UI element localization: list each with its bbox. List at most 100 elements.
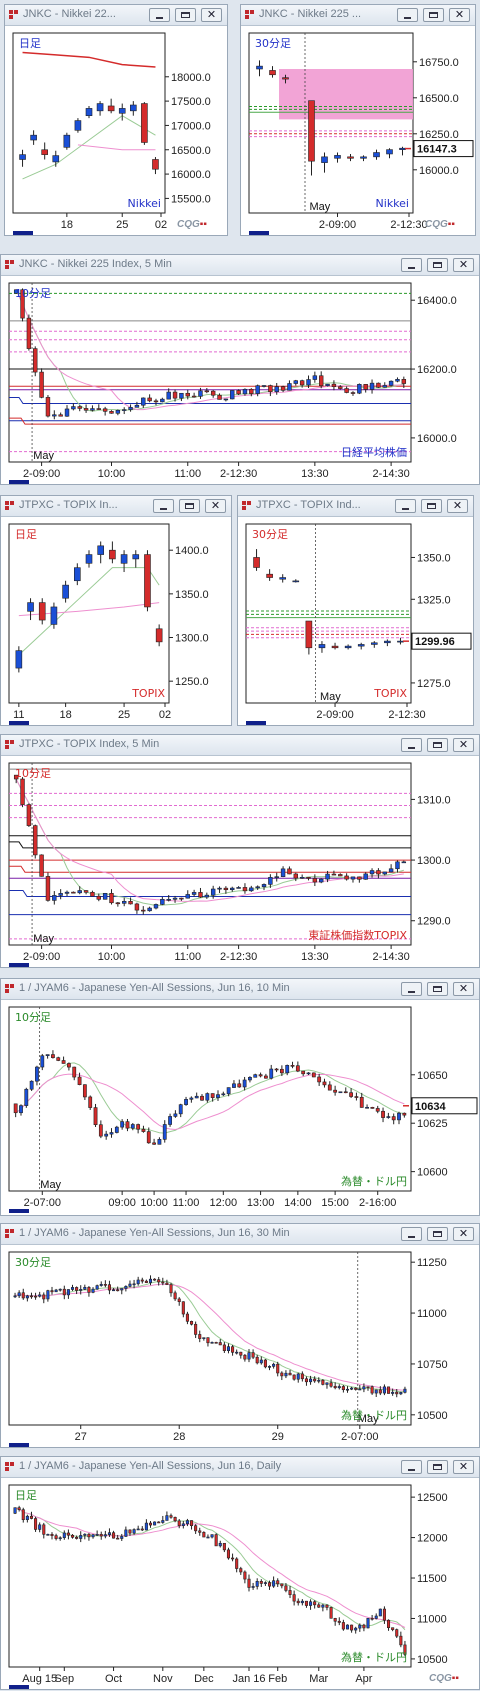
candle-body [122,901,127,904]
scroll-indicator[interactable] [9,721,29,725]
candle-body [169,1515,173,1518]
y-tick-label: 10625 [417,1118,448,1130]
close-button[interactable]: ✕ [205,499,226,513]
scroll-indicator[interactable] [9,480,29,484]
candle-body [90,891,95,897]
candle-body [255,886,260,889]
minimize-button[interactable] [401,738,422,752]
maximize-button[interactable] [427,258,448,272]
plot-area [8,1251,412,1426]
candle [280,866,286,878]
maximize-button[interactable] [179,499,200,513]
candle [334,152,341,163]
close-button[interactable]: ✕ [453,738,474,752]
minimize-button[interactable] [401,982,422,996]
moving-average-line [15,289,404,412]
chart-window-topix-daily[interactable]: JTPXC - TOPIX In... ✕ 1400.0 1350.0 1300.0 12… [0,495,232,726]
candle [210,390,216,398]
candle-body [334,155,341,159]
scroll-indicator[interactable] [9,1685,29,1689]
candle-body [376,870,381,875]
close-button[interactable]: ✕ [453,1227,474,1241]
candle-body [153,904,159,909]
maximize-button[interactable] [427,738,448,752]
minimize-button[interactable] [401,1227,422,1241]
candle [321,152,328,173]
candle [33,346,38,377]
chart-window-yen-10min[interactable]: 1 / JYAM6 - Japanese Yen-All Sessions, J… [0,978,480,1216]
close-button[interactable]: ✕ [447,499,468,513]
candle [317,1602,321,1608]
x-tick-label: 28 [173,1431,185,1443]
candle-body [247,1578,251,1588]
scroll-indicator[interactable] [13,231,33,235]
candle-body [214,1534,218,1547]
chart-window-yen-30min[interactable]: 1 / JYAM6 - Japanese Yen-All Sessions, J… [0,1223,480,1448]
candle-body [354,1627,358,1631]
chart-window-nikkei-5min[interactable]: JNKC - Nikkei 225 Index, 5 Min ✕ 16400.0 16… [0,254,480,485]
minimize-button[interactable] [397,8,418,22]
moving-average-line [22,115,156,180]
chart-window-yen-daily[interactable]: 1 / JYAM6 - Japanese Yen-All Sessions, J… [0,1456,480,1690]
minimize-button[interactable] [149,8,170,22]
candle [177,1519,181,1529]
candle-body [292,1374,296,1380]
close-button[interactable]: ✕ [453,258,474,272]
scroll-indicator[interactable] [246,721,266,725]
candle-body [255,385,260,394]
candle [386,1112,391,1119]
close-button[interactable]: ✕ [453,1460,474,1474]
candle-body [350,876,356,880]
candle [132,1528,136,1535]
x-tick-label: 2-12:30 [220,951,257,963]
candle-body [161,1520,165,1523]
close-button[interactable]: ✕ [449,8,470,22]
candle [216,1090,220,1101]
candle [239,1566,243,1575]
x-tick-label: 11:00 [174,468,201,480]
maximize-button[interactable] [427,982,448,996]
maximize-button[interactable] [421,499,442,513]
candle [166,895,171,902]
maximize-button[interactable] [175,8,196,22]
scroll-indicator[interactable] [9,1443,29,1447]
candle [169,1513,173,1519]
candle [343,1087,348,1094]
candle-body [120,1288,124,1291]
chart-window-nikkei-daily[interactable]: JNKC - Nikkei 22... ✕ 18000.0 17500.0 17000.… [4,4,228,236]
candle [370,1614,374,1621]
maximize-button[interactable] [423,8,444,22]
candle [189,1096,194,1103]
chart-window-topix-5min[interactable]: JTPXC - TOPIX Index, 5 Min ✕ 1310.0 1300.0 1… [0,734,480,968]
chart-window-topix-30min[interactable]: JTPXC - TOPIX Ind... ✕ 1350.0 1325.0 1275.0 1… [237,495,474,726]
minimize-button[interactable] [401,258,422,272]
candle-body [321,1604,325,1608]
window-title: JNKC - Nikkei 225 ... [259,8,362,20]
candle-body [313,1601,317,1606]
maximize-button[interactable] [427,1460,448,1474]
scroll-indicator[interactable] [249,231,269,235]
candle-body [99,1284,103,1286]
candle-body [202,1337,206,1339]
candle [261,883,267,891]
candle [90,890,95,897]
minimize-button[interactable] [401,1460,422,1474]
minimize-button[interactable] [395,499,416,513]
candle [210,1534,214,1539]
candle-body [58,893,63,896]
candle-body [231,1557,235,1560]
candle [218,1339,222,1346]
close-button[interactable]: ✕ [201,8,222,22]
candle-body [125,1121,130,1129]
candle [172,389,178,402]
candle-body [13,1295,17,1298]
minimize-button[interactable] [153,499,174,513]
chart-window-nikkei-30min[interactable]: JNKC - Nikkei 225 ... ✕ 16750.0 16500.0 1625… [240,4,476,236]
scroll-indicator[interactable] [9,963,29,967]
scroll-indicator[interactable] [9,1209,29,1213]
candle [132,1279,136,1289]
maximize-button[interactable] [427,1227,448,1241]
candle-body [91,1288,95,1293]
close-button[interactable]: ✕ [453,982,474,996]
candle-body [347,156,354,159]
